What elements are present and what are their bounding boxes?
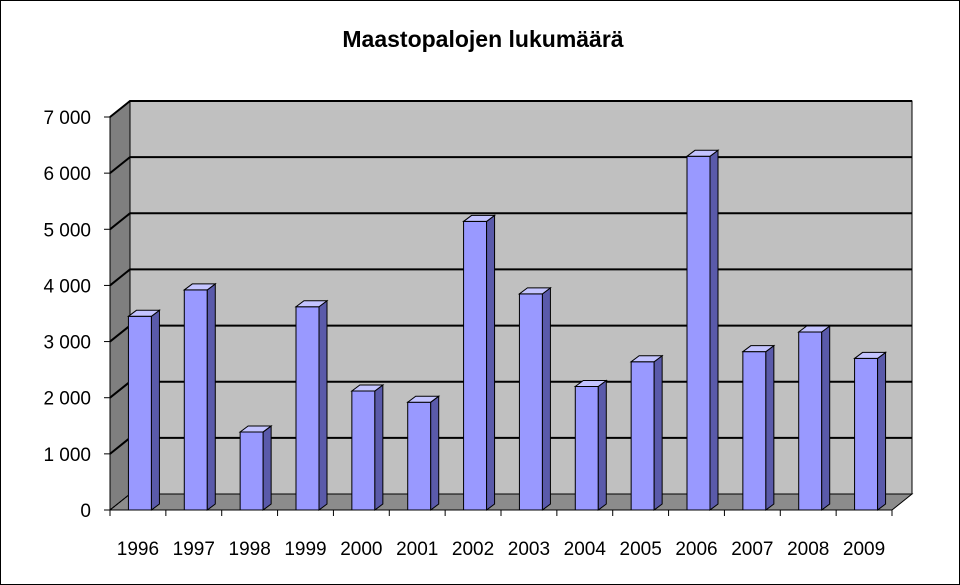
- bar: [294, 299, 329, 511]
- gridline: [109, 156, 912, 174]
- bar-side: [541, 286, 551, 511]
- x-tick-label: 2000: [340, 539, 382, 560]
- floor-edge: [109, 493, 131, 511]
- bar-front: [463, 220, 488, 511]
- bar-top: [517, 287, 552, 295]
- bar: [573, 379, 608, 511]
- x-tick-label: 1997: [173, 539, 215, 560]
- bar-front: [630, 361, 655, 511]
- bar-side: [206, 282, 216, 511]
- y-tick-label: 7 000: [43, 108, 91, 129]
- bar-front: [407, 401, 432, 511]
- bar-side: [653, 354, 663, 511]
- bar: [517, 286, 552, 511]
- bar-side: [318, 299, 328, 511]
- bar-side: [597, 379, 607, 511]
- x-tick-label: 2001: [396, 539, 438, 560]
- x-tick-label: 2005: [620, 539, 662, 560]
- side-wall: [109, 99, 131, 512]
- bar-top: [741, 345, 776, 353]
- bars: [126, 149, 888, 511]
- chart-title: Maastopalojen lukumäärä: [342, 26, 623, 52]
- bar-top: [350, 384, 385, 392]
- y-tick-label: 2 000: [43, 389, 91, 410]
- bar-side: [709, 149, 719, 511]
- bar-front: [518, 293, 543, 511]
- bar-top: [462, 214, 497, 222]
- bar-top: [573, 379, 608, 387]
- bar-top: [629, 355, 664, 363]
- bar-side: [486, 214, 496, 511]
- bar-side: [150, 309, 160, 511]
- gridline: [109, 212, 912, 231]
- y-axis-ticks: 0 1 000 2 000 3 000 4 000 5 000 6 000 7 000: [43, 108, 111, 522]
- gridline: [109, 100, 912, 118]
- bar-top: [294, 300, 329, 308]
- x-tick-label: 1998: [229, 539, 271, 560]
- bar: [853, 351, 888, 511]
- plot-walls: [108, 99, 914, 512]
- y-tick-label: 0: [80, 501, 91, 522]
- bar-front: [295, 306, 320, 511]
- bar: [797, 325, 832, 511]
- gridline: [109, 268, 912, 287]
- bar-top: [853, 351, 888, 359]
- x-tick-label: 1999: [284, 539, 326, 560]
- bar: [126, 309, 161, 511]
- bar: [685, 149, 720, 511]
- bar-front: [183, 289, 208, 511]
- x-tick-label: 2002: [452, 539, 494, 560]
- bar-side: [262, 424, 272, 511]
- bar-side: [765, 344, 775, 511]
- x-axis-ticks: 1996 1997 1998 1999 2000 2001 2002 2003 2004 2005…: [109, 509, 893, 560]
- bar: [350, 383, 385, 511]
- bar-side: [821, 325, 831, 511]
- y-tick-label: 4 000: [43, 276, 91, 297]
- x-tick-label: 2009: [843, 539, 885, 560]
- bar-top: [406, 395, 441, 403]
- bar: [741, 344, 776, 511]
- y-tick-label: 3 000: [43, 333, 91, 354]
- bar-top: [126, 309, 161, 317]
- bar-top: [685, 149, 720, 157]
- bar-front: [686, 155, 711, 511]
- bar: [629, 354, 664, 511]
- bar-front: [574, 385, 599, 511]
- bar-front: [351, 390, 376, 511]
- bar-side: [877, 351, 887, 511]
- bar-front: [798, 331, 823, 511]
- x-tick-label: 2008: [787, 539, 829, 560]
- bar-front: [742, 351, 767, 511]
- bar-side: [374, 383, 384, 511]
- bar: [406, 395, 441, 511]
- y-tick-label: 1 000: [43, 445, 91, 466]
- x-tick-label: 2003: [508, 539, 550, 560]
- bar: [182, 282, 217, 511]
- x-tick-label: 1996: [117, 539, 159, 560]
- bar-front: [127, 315, 152, 511]
- x-tick-label: 2004: [564, 539, 607, 560]
- bar-side: [430, 395, 440, 511]
- y-tick-label: 6 000: [43, 164, 91, 185]
- bar-top: [797, 325, 832, 333]
- bar-top: [238, 425, 273, 433]
- bar: [238, 424, 273, 511]
- bar: [462, 214, 497, 511]
- floor: [108, 493, 914, 511]
- x-tick-label: 2006: [675, 539, 717, 560]
- bar-top: [182, 283, 217, 291]
- bar-front: [854, 357, 879, 511]
- y-tick-label: 5 000: [43, 220, 91, 241]
- bar-front: [239, 431, 264, 511]
- x-tick-label: 2007: [731, 539, 773, 560]
